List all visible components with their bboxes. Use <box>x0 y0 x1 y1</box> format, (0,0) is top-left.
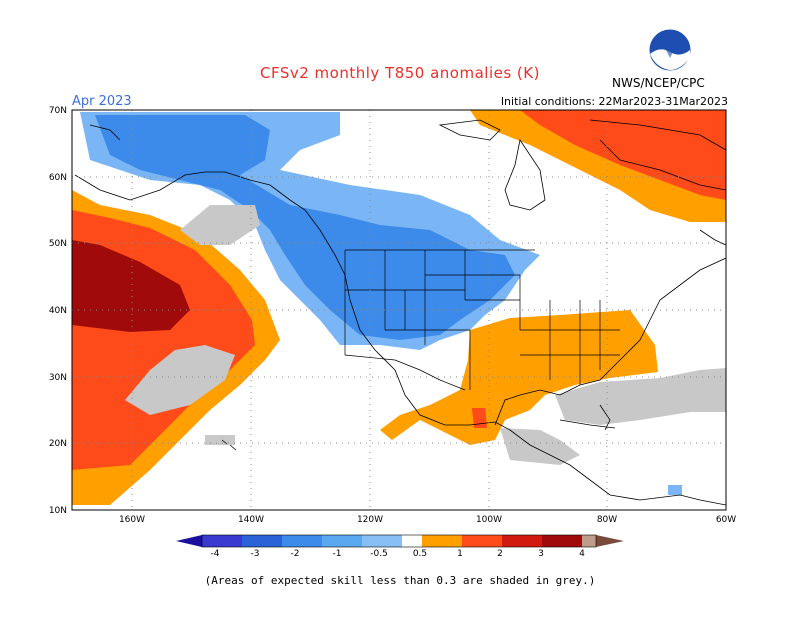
map-title: CFSv2 monthly T850 anomalies (K) <box>260 64 540 82</box>
skill-footnote: (Areas of expected skill less than 0.3 a… <box>204 574 596 587</box>
cold-spot-gulf <box>668 485 682 495</box>
lat-label: 20N <box>49 439 67 449</box>
colorbar-segment <box>322 535 362 547</box>
lat-label: 30N <box>49 373 67 383</box>
low-skill-pacific-south <box>125 345 235 415</box>
colorbar-tick: -3 <box>251 549 260 559</box>
noaa-logo <box>648 28 692 72</box>
colorbar-segment <box>282 535 322 547</box>
cold-core-west <box>95 115 515 340</box>
colorbar-tick: 4 <box>579 549 585 559</box>
lon-label: 80W <box>597 515 617 525</box>
lat-label: 40N <box>49 306 67 316</box>
colorbar: -4 -3 -2 -1 -0.5 0.5 1 2 3 4 <box>176 534 624 559</box>
colorbar-high-arrow <box>596 535 624 547</box>
lat-label: 10N <box>49 506 67 516</box>
colorbar-tick: -4 <box>211 549 220 559</box>
colorbar-tick: 3 <box>538 549 544 559</box>
longitude-labels: 160W 140W 120W 100W 80W 60W <box>119 515 736 525</box>
graticule <box>72 110 726 510</box>
colorbar-tick: 2 <box>497 549 503 559</box>
low-skill-pacific-north <box>180 205 260 245</box>
lon-label: 140W <box>238 515 264 525</box>
low-skill-atlantic <box>555 368 726 425</box>
colorbar-segment <box>582 535 596 547</box>
colorbar-segment <box>462 535 502 547</box>
low-skill-hawaii <box>205 435 235 445</box>
agency-label: NWS/NCEP/CPC <box>612 76 705 90</box>
lon-label: 60W <box>716 515 736 525</box>
warm-spot-mexico <box>472 408 487 428</box>
colorbar-segment <box>502 535 542 547</box>
colorbar-segment <box>242 535 282 547</box>
warm-core-arctic <box>520 110 726 200</box>
lat-label: 60N <box>49 173 67 183</box>
colorbar-segment <box>542 535 582 547</box>
colorbar-low-arrow <box>176 535 202 547</box>
colorbar-tick: -1 <box>333 549 342 559</box>
political-borders <box>344 249 620 391</box>
colorbar-tick: 0.5 <box>413 549 427 559</box>
colorbar-segment <box>402 535 422 547</box>
colorbar-frame <box>201 534 597 548</box>
colorbar-segment <box>362 535 402 547</box>
lat-label: 70N <box>49 106 67 116</box>
colorbar-segment <box>202 535 242 547</box>
map-frame <box>71 109 727 511</box>
hot-core-pacific <box>72 240 190 332</box>
coastlines <box>74 119 726 506</box>
colorbar-tick: -0.5 <box>370 549 388 559</box>
forecast-month: Apr 2023 <box>72 94 132 109</box>
initial-conditions: Initial conditions: 22Mar2023-31Mar2023 <box>500 95 728 108</box>
lat-label: 50N <box>49 239 67 249</box>
warm-region-east-us <box>380 310 658 445</box>
lon-label: 100W <box>476 515 502 525</box>
colorbar-tick: 1 <box>457 549 463 559</box>
colorbar-tick: -2 <box>291 549 300 559</box>
latitude-labels: 70N 60N 50N 40N 30N 20N 10N <box>49 106 67 516</box>
lon-label: 120W <box>357 515 383 525</box>
lon-label: 160W <box>119 515 145 525</box>
colorbar-segment <box>422 535 462 547</box>
